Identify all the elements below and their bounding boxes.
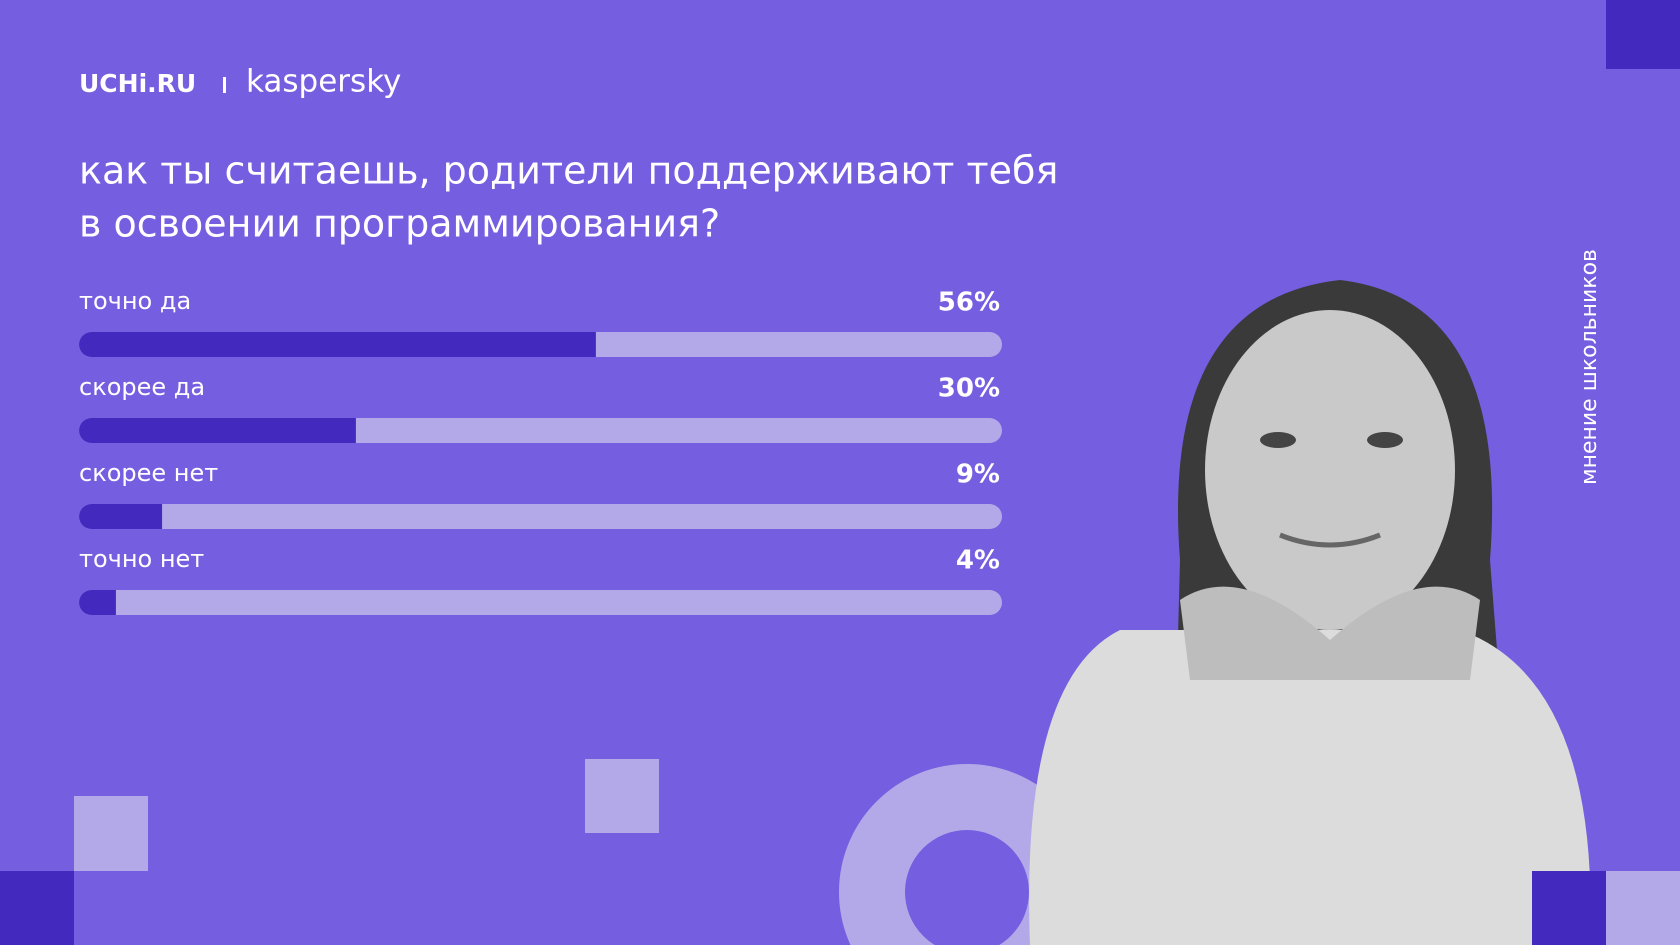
deco-square [1606, 871, 1680, 945]
chart-title: в освоении программирования? [79, 202, 720, 246]
brand-logo: kaspersky [246, 64, 401, 100]
brand-separator [223, 77, 226, 93]
bar [79, 504, 163, 529]
bar [79, 418, 356, 443]
bar [79, 332, 596, 357]
deco-square [585, 759, 659, 833]
bar-track [79, 504, 1002, 529]
category-label: точно нет [79, 545, 204, 573]
deco-square [0, 871, 74, 945]
brand-logo: UCHi.RU [79, 69, 196, 98]
deco-square [74, 796, 148, 871]
bar [79, 590, 116, 615]
side-note: мнение школьников [1577, 249, 1602, 485]
category-label: скорее нет [79, 459, 218, 487]
value-label: 4% [956, 546, 1000, 576]
category-label: точно да [79, 287, 191, 315]
deco-square [1606, 0, 1680, 69]
value-label: 9% [956, 460, 1000, 490]
chart-title: как ты считаешь, родители поддерживают т… [79, 149, 1058, 193]
photo [1029, 280, 1591, 945]
bar-track [79, 590, 1002, 615]
value-label: 56% [938, 288, 1000, 318]
value-label: 30% [938, 374, 1000, 404]
deco-square [1532, 871, 1606, 945]
category-label: скорее да [79, 373, 205, 401]
